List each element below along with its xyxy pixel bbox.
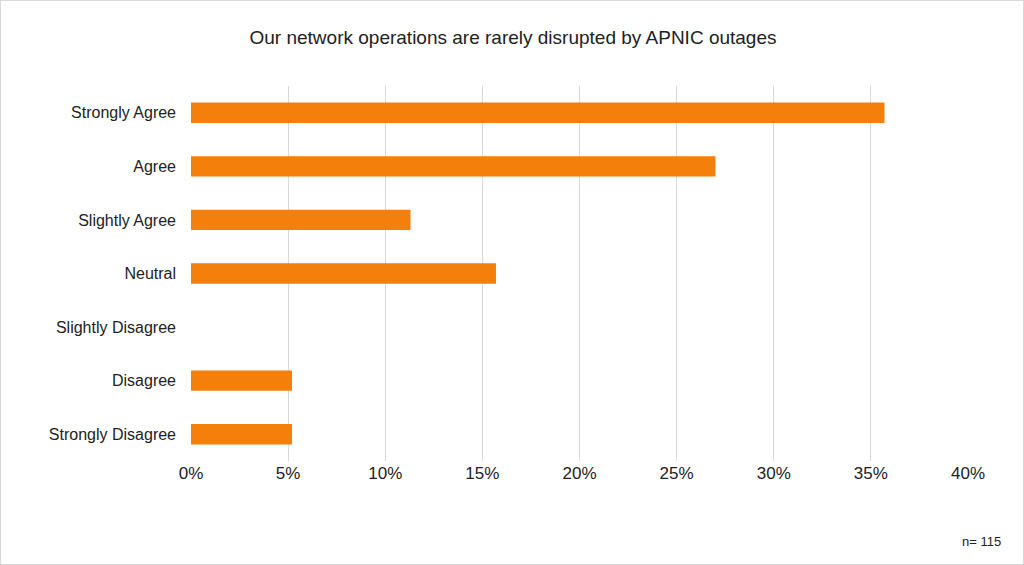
- svg-text:40%: 40%: [951, 464, 985, 483]
- svg-text:Slightly Agree: Slightly Agree: [78, 212, 176, 229]
- svg-text:Neutral: Neutral: [124, 265, 176, 282]
- svg-text:20%: 20%: [562, 464, 596, 483]
- svg-text:Agree: Agree: [133, 158, 176, 175]
- svg-text:0%: 0%: [179, 464, 204, 483]
- svg-text:10%: 10%: [368, 464, 402, 483]
- svg-text:Disagree: Disagree: [112, 372, 176, 389]
- svg-text:Strongly Agree: Strongly Agree: [71, 104, 176, 121]
- svg-text:Our network operations are rar: Our network operations are rarely disrup…: [250, 27, 777, 48]
- svg-text:Slightly Disagree: Slightly Disagree: [56, 319, 176, 336]
- svg-text:15%: 15%: [465, 464, 499, 483]
- svg-text:Strongly Disagree: Strongly Disagree: [49, 426, 176, 443]
- svg-text:25%: 25%: [660, 464, 694, 483]
- svg-text:n= 115: n= 115: [962, 534, 1001, 549]
- svg-text:5%: 5%: [276, 464, 301, 483]
- svg-text:30%: 30%: [757, 464, 791, 483]
- svg-text:35%: 35%: [854, 464, 888, 483]
